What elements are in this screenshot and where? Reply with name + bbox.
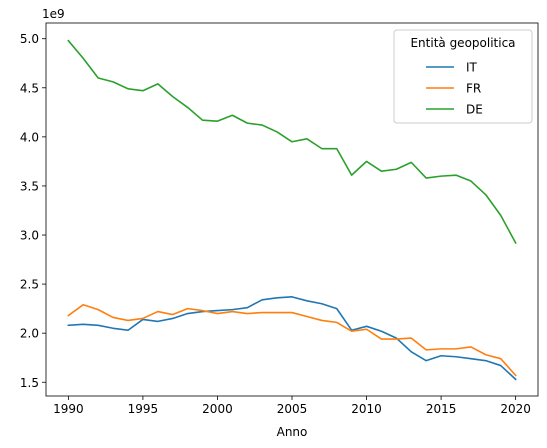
y-tick-label: 3.5	[20, 179, 39, 193]
y-tick-label: 5.0	[20, 32, 39, 46]
x-tick-label: 2010	[351, 402, 382, 416]
legend-label-fr: FR	[466, 82, 481, 96]
ticks-layer: 1990 1995 2000 2005 2010 2015 2020 1.5 2.0 2.5 3.0…	[20, 32, 531, 416]
x-tick-label: 2015	[426, 402, 457, 416]
legend-label-de: DE	[466, 103, 483, 117]
y-axis-multiplier-label: 1e9	[42, 7, 65, 21]
x-tick-label: 2020	[500, 402, 531, 416]
legend-box	[393, 29, 533, 124]
y-tick-label: 4.0	[20, 130, 39, 144]
series-line-it	[67, 296, 517, 381]
x-tick-label: 1990	[53, 402, 84, 416]
x-tick-label: 2005	[277, 402, 308, 416]
x-tick-label: 2000	[202, 402, 233, 416]
legend-label-it: IT	[466, 61, 478, 75]
y-tick-label: 2.5	[20, 278, 39, 292]
plot-area-frame	[45, 22, 539, 397]
legend-items: IT FR DE	[426, 61, 483, 117]
y-tick-label: 2.0	[20, 327, 39, 341]
y-tick-label: 3.0	[20, 229, 39, 243]
series-line-fr	[67, 303, 517, 377]
legend: Entità geopolitica IT FR DE	[393, 29, 533, 124]
x-tick-label: 1995	[128, 402, 159, 416]
series-line-de	[67, 39, 517, 244]
series-layer	[67, 39, 517, 381]
y-tick-label: 1.5	[20, 376, 39, 390]
y-tick-label: 4.5	[20, 81, 39, 95]
x-axis-label: Anno	[277, 425, 308, 439]
legend-title: Entità geopolitica	[410, 36, 515, 50]
